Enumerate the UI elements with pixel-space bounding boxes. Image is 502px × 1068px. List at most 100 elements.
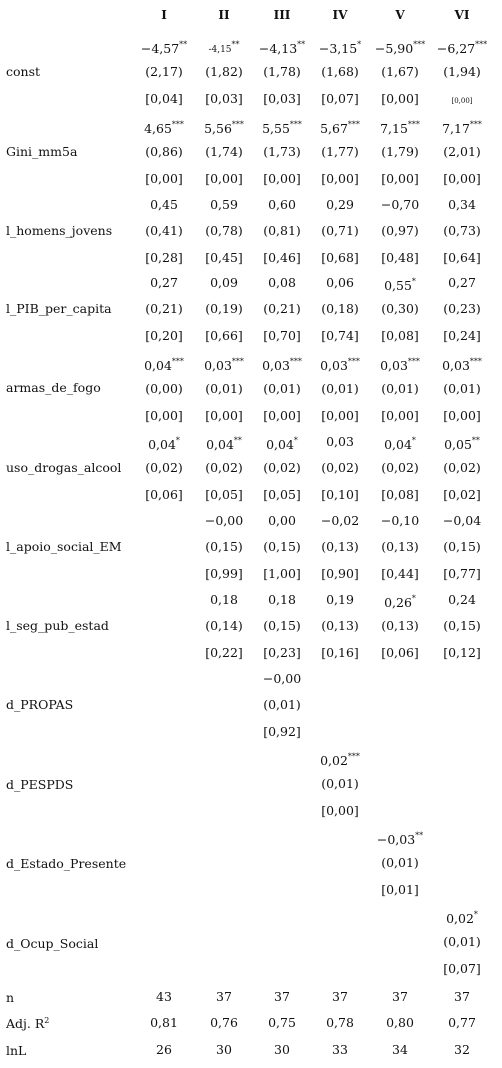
coef-cell: 0,45 (150, 197, 178, 212)
std-error-cell: (1,78) (263, 64, 301, 79)
p-value-cell: [0,99] (205, 566, 243, 581)
stat-value-cell: 33 (332, 1042, 348, 1057)
coef-cell: 0,06 (326, 275, 354, 290)
std-error-cell: (0,15) (205, 539, 243, 554)
std-error-cell: (0,01) (381, 381, 419, 396)
std-error-cell: (0,13) (381, 539, 419, 554)
stat-value-cell: 0,78 (326, 1015, 354, 1030)
std-error-cell: (0,02) (381, 460, 419, 475)
std-error-cell: (0,01) (263, 697, 301, 712)
coef-cell: 0,08 (268, 275, 296, 290)
stat-value-cell: 37 (216, 989, 232, 1004)
std-error-cell: (0,13) (321, 618, 359, 633)
coef-cell: −0,10 (380, 513, 420, 528)
variable-label: d_Ocup_Social (6, 936, 99, 951)
p-value-cell: [0,02] (443, 487, 481, 502)
p-value-cell: [0,46] (263, 250, 301, 265)
variable-label: d_Estado_Presente (6, 856, 127, 871)
coef-cell: 0,03*** (204, 357, 244, 374)
coef-cell: 0,27 (448, 275, 476, 290)
p-value-cell: [0,66] (205, 328, 243, 343)
p-value-cell: [0,16] (321, 645, 359, 660)
p-value-cell: [0,06] (145, 487, 183, 502)
coef-cell: 0,05** (444, 436, 480, 453)
std-error-cell: (0,01) (381, 855, 419, 870)
coef-cell: 5,55*** (262, 120, 302, 137)
stat-value-cell: 0,80 (386, 1015, 414, 1030)
p-value-cell: [0,04] (145, 91, 183, 106)
coef-cell: 0,24 (448, 592, 476, 607)
std-error-cell: (0,02) (263, 460, 301, 475)
std-error-cell: (1,94) (443, 64, 481, 79)
std-error-cell: (0,21) (263, 301, 301, 316)
stat-label: Adj. R2 (6, 1016, 50, 1032)
std-error-cell: (0,19) (205, 301, 243, 316)
coef-cell: 0,02* (446, 910, 478, 927)
stat-value-cell: 30 (216, 1042, 232, 1057)
std-error-cell: (0,01) (263, 381, 301, 396)
std-error-cell: (0,14) (205, 618, 243, 633)
coef-cell: 0,18 (268, 592, 296, 607)
stat-value-cell: 30 (274, 1042, 290, 1057)
p-value-cell: [0,05] (205, 487, 243, 502)
column-header-iv: IV (332, 8, 348, 22)
std-error-cell: (1,79) (381, 144, 419, 159)
variable-label: l_PIB_per_capita (6, 301, 112, 316)
p-value-cell: [0,00] (381, 408, 419, 423)
p-value-cell: [0,64] (443, 250, 481, 265)
coef-cell: -4,15** (208, 40, 240, 55)
coef-cell: 5,67*** (320, 120, 360, 137)
p-value-cell: [0,05] (263, 487, 301, 502)
coef-cell: −0,03** (376, 831, 424, 848)
p-value-cell: [0,00] (321, 408, 359, 423)
p-value-cell: [0,90] (321, 566, 359, 581)
p-value-cell: [0,00] (145, 408, 183, 423)
coef-cell: 0,03*** (442, 357, 482, 374)
std-error-cell: (1,82) (205, 64, 243, 79)
stat-value-cell: 0,77 (448, 1015, 476, 1030)
coef-cell: −6,27*** (436, 40, 488, 57)
coef-cell: 0,04*** (144, 357, 184, 374)
p-value-cell: [0,00] (381, 171, 419, 186)
column-header-iii: III (273, 8, 291, 22)
coef-cell: 7,17*** (442, 120, 482, 137)
coef-cell: 0,02*** (320, 752, 360, 769)
column-header-v: V (395, 8, 405, 22)
p-value-cell: [0,70] (263, 328, 301, 343)
coef-cell: 0,18 (210, 592, 238, 607)
coef-cell: 7,15*** (380, 120, 420, 137)
p-value-cell: [0,03] (205, 91, 243, 106)
std-error-cell: (0,01) (205, 381, 243, 396)
std-error-cell: (0,13) (381, 618, 419, 633)
p-value-cell: [0,00] (205, 408, 243, 423)
std-error-cell: (0,97) (381, 223, 419, 238)
column-header-ii: II (218, 8, 230, 22)
std-error-cell: (0,02) (443, 460, 481, 475)
variable-label: l_seg_pub_estad (6, 618, 109, 633)
std-error-cell: (0,30) (381, 301, 419, 316)
p-value-cell: [0,44] (381, 566, 419, 581)
coef-cell: 0,26* (384, 594, 416, 611)
std-error-cell: (1,73) (263, 144, 301, 159)
stat-value-cell: 0,81 (150, 1015, 178, 1030)
std-error-cell: (2,17) (145, 64, 183, 79)
p-value-cell: [0,00] (451, 97, 473, 105)
std-error-cell: (0,02) (145, 460, 183, 475)
std-error-cell: (0,86) (145, 144, 183, 159)
coef-cell: −0,00 (262, 671, 302, 686)
stat-value-cell: 32 (454, 1042, 470, 1057)
variable-label: l_homens_jovens (6, 223, 113, 238)
p-value-cell: [0,00] (145, 171, 183, 186)
stat-value-cell: 0,76 (210, 1015, 238, 1030)
std-error-cell: (0,01) (443, 381, 481, 396)
p-value-cell: [0,00] (321, 171, 359, 186)
stat-value-cell: 34 (392, 1042, 408, 1057)
coef-cell: −0,00 (204, 513, 244, 528)
p-value-cell: [0,68] (321, 250, 359, 265)
std-error-cell: (0,15) (263, 539, 301, 554)
std-error-cell: (0,18) (321, 301, 359, 316)
p-value-cell: [0,77] (443, 566, 481, 581)
variable-label: armas_de_fogo (6, 380, 101, 395)
stat-value-cell: 37 (392, 989, 408, 1004)
